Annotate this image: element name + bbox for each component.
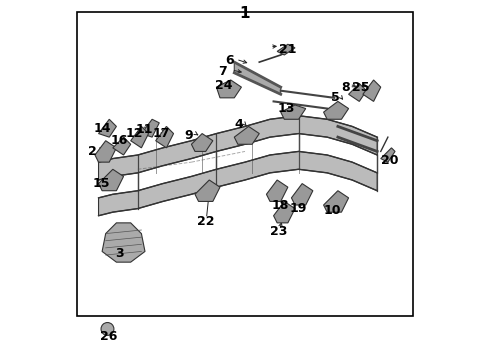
Text: 6: 6 <box>225 54 234 67</box>
Polygon shape <box>273 202 295 223</box>
Text: 13: 13 <box>277 102 294 115</box>
Circle shape <box>101 323 114 336</box>
Text: 10: 10 <box>323 204 341 217</box>
Polygon shape <box>277 44 295 55</box>
Text: 21: 21 <box>279 43 296 56</box>
Polygon shape <box>323 191 348 212</box>
Polygon shape <box>142 119 159 137</box>
Text: 22: 22 <box>197 215 214 228</box>
Polygon shape <box>234 62 281 94</box>
Text: 18: 18 <box>271 198 289 212</box>
Polygon shape <box>281 105 306 119</box>
Text: 8: 8 <box>342 81 350 94</box>
Polygon shape <box>363 80 381 102</box>
Text: 19: 19 <box>290 202 307 215</box>
Text: 12: 12 <box>125 127 143 140</box>
Text: 4: 4 <box>234 118 243 131</box>
FancyBboxPatch shape <box>77 12 413 316</box>
Polygon shape <box>348 84 367 102</box>
Polygon shape <box>195 180 220 202</box>
Polygon shape <box>98 116 377 180</box>
Text: 16: 16 <box>111 134 128 147</box>
Text: 3: 3 <box>115 247 123 260</box>
Polygon shape <box>98 152 377 216</box>
Text: 26: 26 <box>100 330 117 343</box>
Polygon shape <box>131 126 148 148</box>
Text: 7: 7 <box>218 64 227 77</box>
Text: 24: 24 <box>215 79 232 92</box>
Polygon shape <box>217 80 242 98</box>
Polygon shape <box>102 223 145 262</box>
Polygon shape <box>95 141 117 162</box>
Text: 11: 11 <box>136 123 153 136</box>
Text: 15: 15 <box>93 177 110 190</box>
Polygon shape <box>98 169 123 191</box>
Text: 17: 17 <box>152 127 170 140</box>
Polygon shape <box>323 102 348 119</box>
Text: 20: 20 <box>381 154 398 167</box>
Text: 25: 25 <box>352 81 369 94</box>
Text: 1: 1 <box>240 6 250 21</box>
Text: 23: 23 <box>270 225 287 238</box>
Polygon shape <box>381 148 395 162</box>
Polygon shape <box>234 126 259 144</box>
Text: 5: 5 <box>331 91 340 104</box>
Text: 2: 2 <box>88 145 97 158</box>
Polygon shape <box>113 137 131 155</box>
Text: 14: 14 <box>93 122 111 135</box>
Polygon shape <box>292 184 313 205</box>
Polygon shape <box>192 134 213 152</box>
Polygon shape <box>267 180 288 202</box>
Polygon shape <box>156 126 173 148</box>
Polygon shape <box>98 119 117 137</box>
Text: 9: 9 <box>184 129 193 142</box>
